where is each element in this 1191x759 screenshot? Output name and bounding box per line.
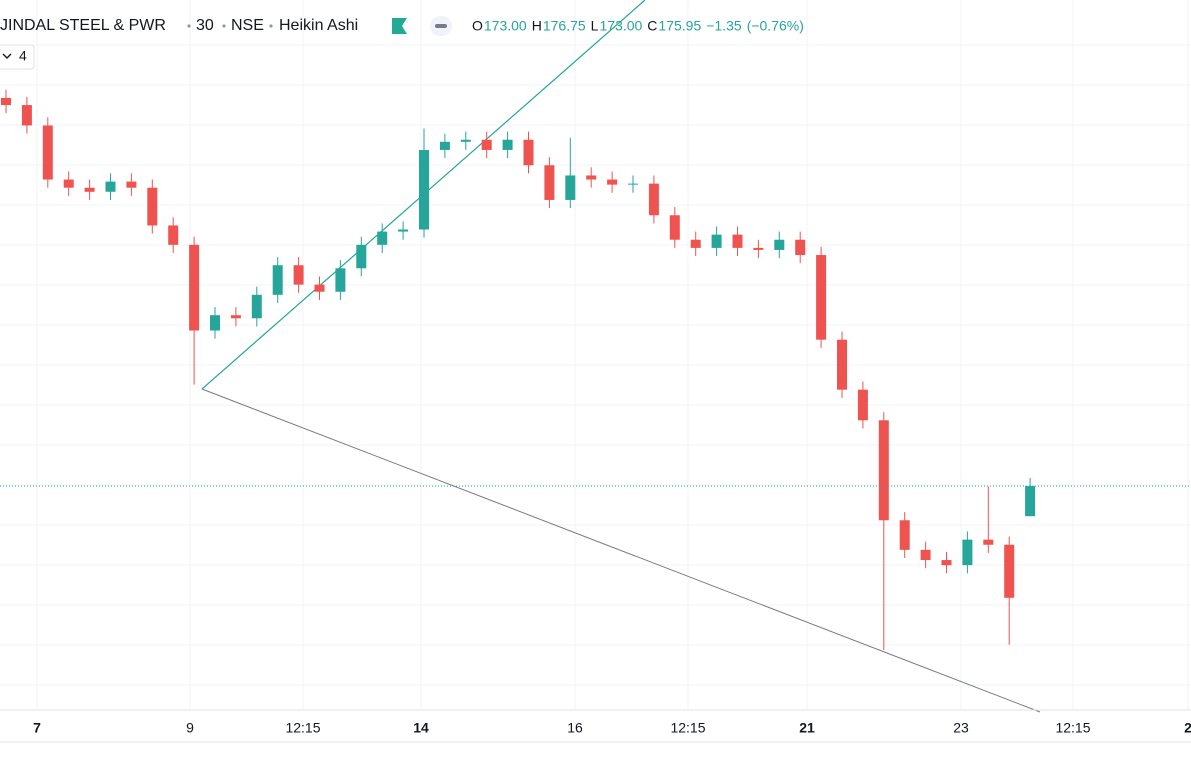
x-tick-label: 2 (1184, 720, 1191, 736)
x-tick-label: 12:15 (670, 720, 705, 736)
x-tick-label: 21 (799, 720, 815, 736)
x-tick-label: 23 (953, 720, 969, 736)
candle-body (314, 284, 325, 292)
ohlc-text: −1.35 (706, 18, 742, 34)
x-tick-label: 14 (413, 720, 429, 736)
symbol: JINDAL STEEL & PWR (0, 17, 166, 34)
candle-body (398, 229, 409, 232)
candle-body (669, 215, 680, 240)
x-tick-label: 9 (186, 720, 194, 736)
candle-body (795, 239, 806, 256)
candle-body (607, 179, 618, 185)
candle-body (544, 165, 555, 200)
ohlc-text: H (532, 18, 542, 34)
candle-body (732, 234, 743, 248)
candle-body (460, 139, 471, 142)
candle-body (857, 389, 868, 421)
candle-body (147, 187, 158, 226)
trend-line[interactable] (201, 388, 1041, 713)
indicator-count: 4 (19, 48, 27, 64)
interval: 30 (196, 17, 214, 34)
candle-body (335, 268, 346, 292)
candle-body (711, 234, 722, 248)
candle-body (84, 187, 95, 192)
time-axis: 7 9 12:15 14 16 12:15 21 23 12:15 2 (33, 720, 1191, 736)
chevron-icon (2, 53, 12, 59)
x-tick-label: 16 (567, 720, 583, 736)
ohlc-text: 173.00 (484, 18, 527, 34)
candle-body (648, 183, 659, 216)
candle-body (126, 181, 137, 188)
candle-body (920, 549, 931, 561)
candle-body (962, 539, 973, 566)
candle-body (816, 255, 827, 340)
candle-body (565, 175, 576, 200)
separator (187, 24, 191, 28)
candle-body (272, 265, 283, 295)
candle-body (690, 239, 701, 248)
ohlc-text: 176.75 (543, 18, 586, 34)
candle-body (439, 141, 450, 150)
candle-body (377, 231, 388, 245)
flag-icon[interactable] (392, 18, 407, 34)
candles (0, 89, 1191, 650)
candle-body (481, 139, 492, 150)
candle-body (1, 97, 11, 106)
chart-style: Heikin Ashi (279, 17, 358, 34)
candle-body (63, 179, 74, 188)
x-tick-label: 12:15 (285, 720, 320, 736)
candle-body (293, 265, 304, 285)
candle-body (628, 183, 638, 185)
candle-body (1004, 544, 1015, 598)
candle-body (753, 247, 764, 250)
ohlc-text: O (472, 18, 483, 34)
candle-body (105, 181, 116, 192)
candle-body (837, 339, 847, 390)
candle-body (502, 139, 513, 150)
candle-body (983, 539, 994, 545)
candle-body (230, 315, 241, 319)
collapse-icon (435, 24, 447, 28)
x-tick-label: 7 (33, 720, 41, 736)
candle-body (168, 225, 179, 245)
ohlc-text: 173.00 (599, 18, 642, 34)
separator (222, 24, 226, 28)
candle-body (419, 149, 429, 230)
candle-body (586, 175, 597, 180)
candle-body (42, 125, 53, 180)
ohlc-text: L (591, 18, 599, 34)
candle-body (356, 244, 367, 269)
ohlc-text: (−0.76%) (747, 18, 804, 34)
candle-body (1025, 486, 1036, 517)
candle-body (774, 239, 785, 250)
candle-body (899, 520, 910, 550)
candle-body (251, 294, 262, 319)
x-tick-label: 12:15 (1055, 720, 1090, 736)
candle-body (523, 139, 534, 166)
separator (269, 24, 273, 28)
candle-body (189, 244, 200, 331)
candle-body (210, 315, 220, 331)
candle-body (941, 560, 952, 566)
exchange: NSE (231, 17, 264, 34)
grid (0, 0, 1191, 710)
candle-body (21, 105, 32, 126)
ohlc-text: C (647, 18, 657, 34)
ohlc-text: 175.95 (658, 18, 701, 34)
candle-body (878, 420, 889, 521)
indicators-toggle[interactable] (0, 44, 35, 70)
